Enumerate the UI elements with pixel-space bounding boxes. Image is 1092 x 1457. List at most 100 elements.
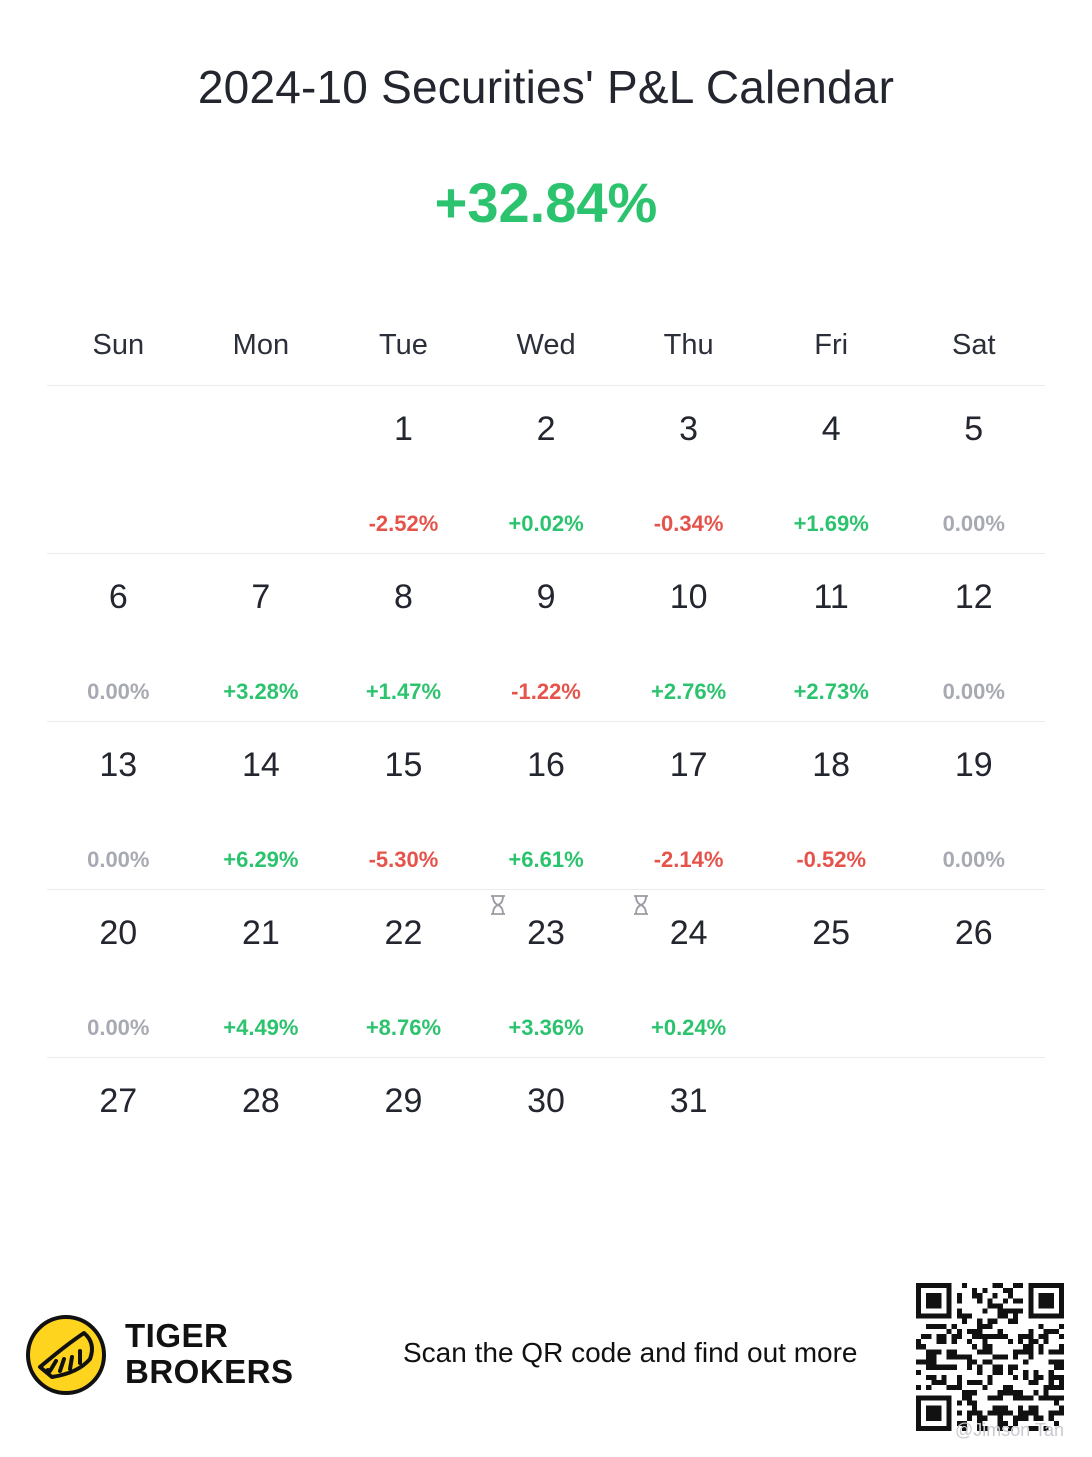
calendar-day[interactable]: 2 +0.02% bbox=[475, 386, 618, 553]
brand-name: TIGER BROKERS bbox=[125, 1318, 294, 1390]
calendar-day[interactable]: 31 bbox=[617, 1058, 760, 1225]
calendar-day[interactable]: 17 -2.14% bbox=[617, 722, 760, 889]
calendar-day[interactable]: 10 +2.76% bbox=[617, 554, 760, 721]
day-number: 26 bbox=[954, 914, 993, 952]
brand-line-2: BROKERS bbox=[125, 1353, 294, 1390]
calendar-day[interactable]: 24 +0.24% bbox=[617, 890, 760, 1057]
day-pl: +1.47% bbox=[365, 679, 442, 704]
calendar-day[interactable]: 4 +1.69% bbox=[760, 386, 903, 553]
calendar-empty-cell bbox=[760, 1058, 903, 1225]
calendar-day[interactable]: 13 0.00% bbox=[47, 722, 190, 889]
day-pl: +1.69% bbox=[793, 511, 869, 536]
day-number: 27 bbox=[99, 1082, 138, 1120]
calendar-day[interactable]: 8 +1.47% bbox=[332, 554, 475, 721]
calendar-day[interactable]: 5 0.00% bbox=[902, 386, 1045, 553]
calendar-day[interactable]: 22 +8.76% bbox=[332, 890, 475, 1057]
weekday-fri: Fri bbox=[814, 329, 849, 361]
hourglass-icon bbox=[491, 895, 506, 915]
calendar-week: 20 0.00% 21 +4.49% 22 +8.76% 23 +3.36% 24 +0.24% 2… bbox=[47, 890, 1045, 1058]
day-number: 14 bbox=[241, 746, 280, 784]
page-title: 2024-10 Securities' P&L Calendar bbox=[197, 61, 895, 113]
day-number: 30 bbox=[527, 1082, 565, 1120]
day-number: 25 bbox=[812, 914, 851, 952]
day-number: 19 bbox=[954, 746, 993, 784]
day-pl: +2.73% bbox=[793, 679, 869, 704]
day-number: 16 bbox=[527, 746, 565, 784]
day-pl: 0.00% bbox=[87, 1015, 150, 1040]
calendar-week: 27 28 29 30 31 bbox=[47, 1058, 1045, 1225]
day-pl: +8.76% bbox=[365, 1015, 442, 1040]
qr-code[interactable] bbox=[916, 1283, 1064, 1431]
weekday-header: Sun Mon Tue Wed Thu Fri Sat bbox=[47, 305, 1045, 386]
calendar-weeks: 1 -2.52% 2 +0.02% 3 -0.34% 4 +1.69% 5 0.00% 6 0.00%… bbox=[47, 386, 1045, 1225]
day-number: 3 bbox=[679, 410, 699, 448]
day-number: 31 bbox=[669, 1082, 708, 1120]
day-number: 2 bbox=[536, 410, 556, 448]
day-pl: -2.14% bbox=[653, 847, 724, 872]
calendar-day[interactable]: 12 0.00% bbox=[902, 554, 1045, 721]
calendar-day[interactable]: 20 0.00% bbox=[47, 890, 190, 1057]
day-pl: 0.00% bbox=[87, 679, 150, 704]
calendar-day[interactable]: 19 0.00% bbox=[902, 722, 1045, 889]
day-pl: +6.61% bbox=[508, 847, 584, 872]
total-pl: +32.84% bbox=[434, 171, 658, 234]
day-number: 20 bbox=[99, 914, 138, 952]
hourglass-icon bbox=[633, 895, 648, 915]
day-number: 8 bbox=[393, 578, 413, 616]
day-pl: 0.00% bbox=[942, 511, 1005, 536]
calendar-day[interactable]: 16 +6.61% bbox=[475, 722, 618, 889]
calendar-week: 1 -2.52% 2 +0.02% 3 -0.34% 4 +1.69% 5 0.00% bbox=[47, 386, 1045, 554]
day-pl: -2.52% bbox=[368, 511, 439, 536]
day-number: 5 bbox=[964, 410, 984, 448]
calendar-day[interactable]: 11 +2.73% bbox=[760, 554, 903, 721]
day-number: 24 bbox=[669, 914, 708, 952]
day-pl: 0.00% bbox=[942, 679, 1005, 704]
day-number: 9 bbox=[536, 578, 556, 616]
calendar-empty-cell bbox=[190, 386, 333, 553]
calendar-day[interactable]: 6 0.00% bbox=[47, 554, 190, 721]
calendar-day[interactable]: 14 +6.29% bbox=[190, 722, 333, 889]
day-number: 13 bbox=[99, 746, 138, 784]
day-number: 4 bbox=[821, 410, 841, 448]
weekday-thu: Thu bbox=[663, 329, 714, 361]
weekday-sun: Sun bbox=[92, 329, 145, 361]
day-number: 6 bbox=[108, 578, 128, 616]
calendar-day[interactable]: 28 bbox=[190, 1058, 333, 1225]
day-pl: +6.29% bbox=[223, 847, 299, 872]
calendar-day[interactable]: 3 -0.34% bbox=[617, 386, 760, 553]
day-number: 23 bbox=[527, 914, 565, 952]
calendar-day[interactable]: 15 -5.30% bbox=[332, 722, 475, 889]
calendar-day[interactable]: 26 bbox=[902, 890, 1045, 1057]
calendar-day[interactable]: 25 bbox=[760, 890, 903, 1057]
weekday-tue: Tue bbox=[378, 329, 428, 361]
calendar-day[interactable]: 29 bbox=[332, 1058, 475, 1225]
watermark: @Jimson Tan bbox=[955, 1420, 1064, 1440]
brand-line-1: TIGER bbox=[125, 1317, 229, 1354]
calendar-day[interactable]: 30 bbox=[475, 1058, 618, 1225]
day-pl: 0.00% bbox=[87, 847, 150, 872]
calendar-day[interactable]: 7 +3.28% bbox=[190, 554, 333, 721]
calendar-day[interactable]: 9 -1.22% bbox=[475, 554, 618, 721]
day-number: 7 bbox=[251, 578, 271, 616]
day-pl: -5.30% bbox=[368, 847, 439, 872]
day-pl: +3.36% bbox=[508, 1015, 584, 1040]
scan-instruction: Scan the QR code and find out more bbox=[403, 1337, 858, 1368]
day-number: 11 bbox=[813, 578, 849, 616]
weekday-sat: Sat bbox=[951, 329, 996, 361]
calendar-week: 6 0.00% 7 +3.28% 8 +1.47% 9 -1.22% 10 +2.76% 11 +2.… bbox=[47, 554, 1045, 722]
tiger-brokers-logo bbox=[26, 1315, 106, 1395]
day-pl: -0.52% bbox=[796, 847, 867, 872]
day-pl: +4.49% bbox=[223, 1015, 299, 1040]
calendar-day[interactable]: 1 -2.52% bbox=[332, 386, 475, 553]
calendar-day[interactable]: 18 -0.52% bbox=[760, 722, 903, 889]
day-number: 18 bbox=[812, 746, 851, 784]
calendar-day[interactable]: 27 bbox=[47, 1058, 190, 1225]
calendar-day[interactable]: 23 +3.36% bbox=[475, 890, 618, 1057]
day-pl: 0.00% bbox=[942, 847, 1005, 872]
calendar-empty-cell bbox=[902, 1058, 1045, 1225]
pl-calendar: Sun Mon Tue Wed Thu Fri Sat 1 -2.52% 2 +0.0… bbox=[47, 305, 1045, 1225]
calendar-empty-cell bbox=[47, 386, 190, 553]
calendar-day[interactable]: 21 +4.49% bbox=[190, 890, 333, 1057]
day-number: 17 bbox=[669, 746, 708, 784]
day-number: 10 bbox=[669, 578, 708, 616]
